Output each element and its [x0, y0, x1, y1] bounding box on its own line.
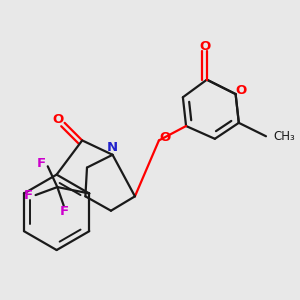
Text: O: O [236, 84, 247, 98]
Text: N: N [107, 141, 118, 154]
Text: O: O [52, 113, 63, 126]
Text: O: O [200, 40, 211, 52]
Text: CH₃: CH₃ [273, 130, 295, 143]
Text: F: F [37, 157, 46, 169]
Text: O: O [159, 131, 170, 144]
Text: F: F [60, 205, 69, 218]
Text: F: F [24, 189, 33, 202]
